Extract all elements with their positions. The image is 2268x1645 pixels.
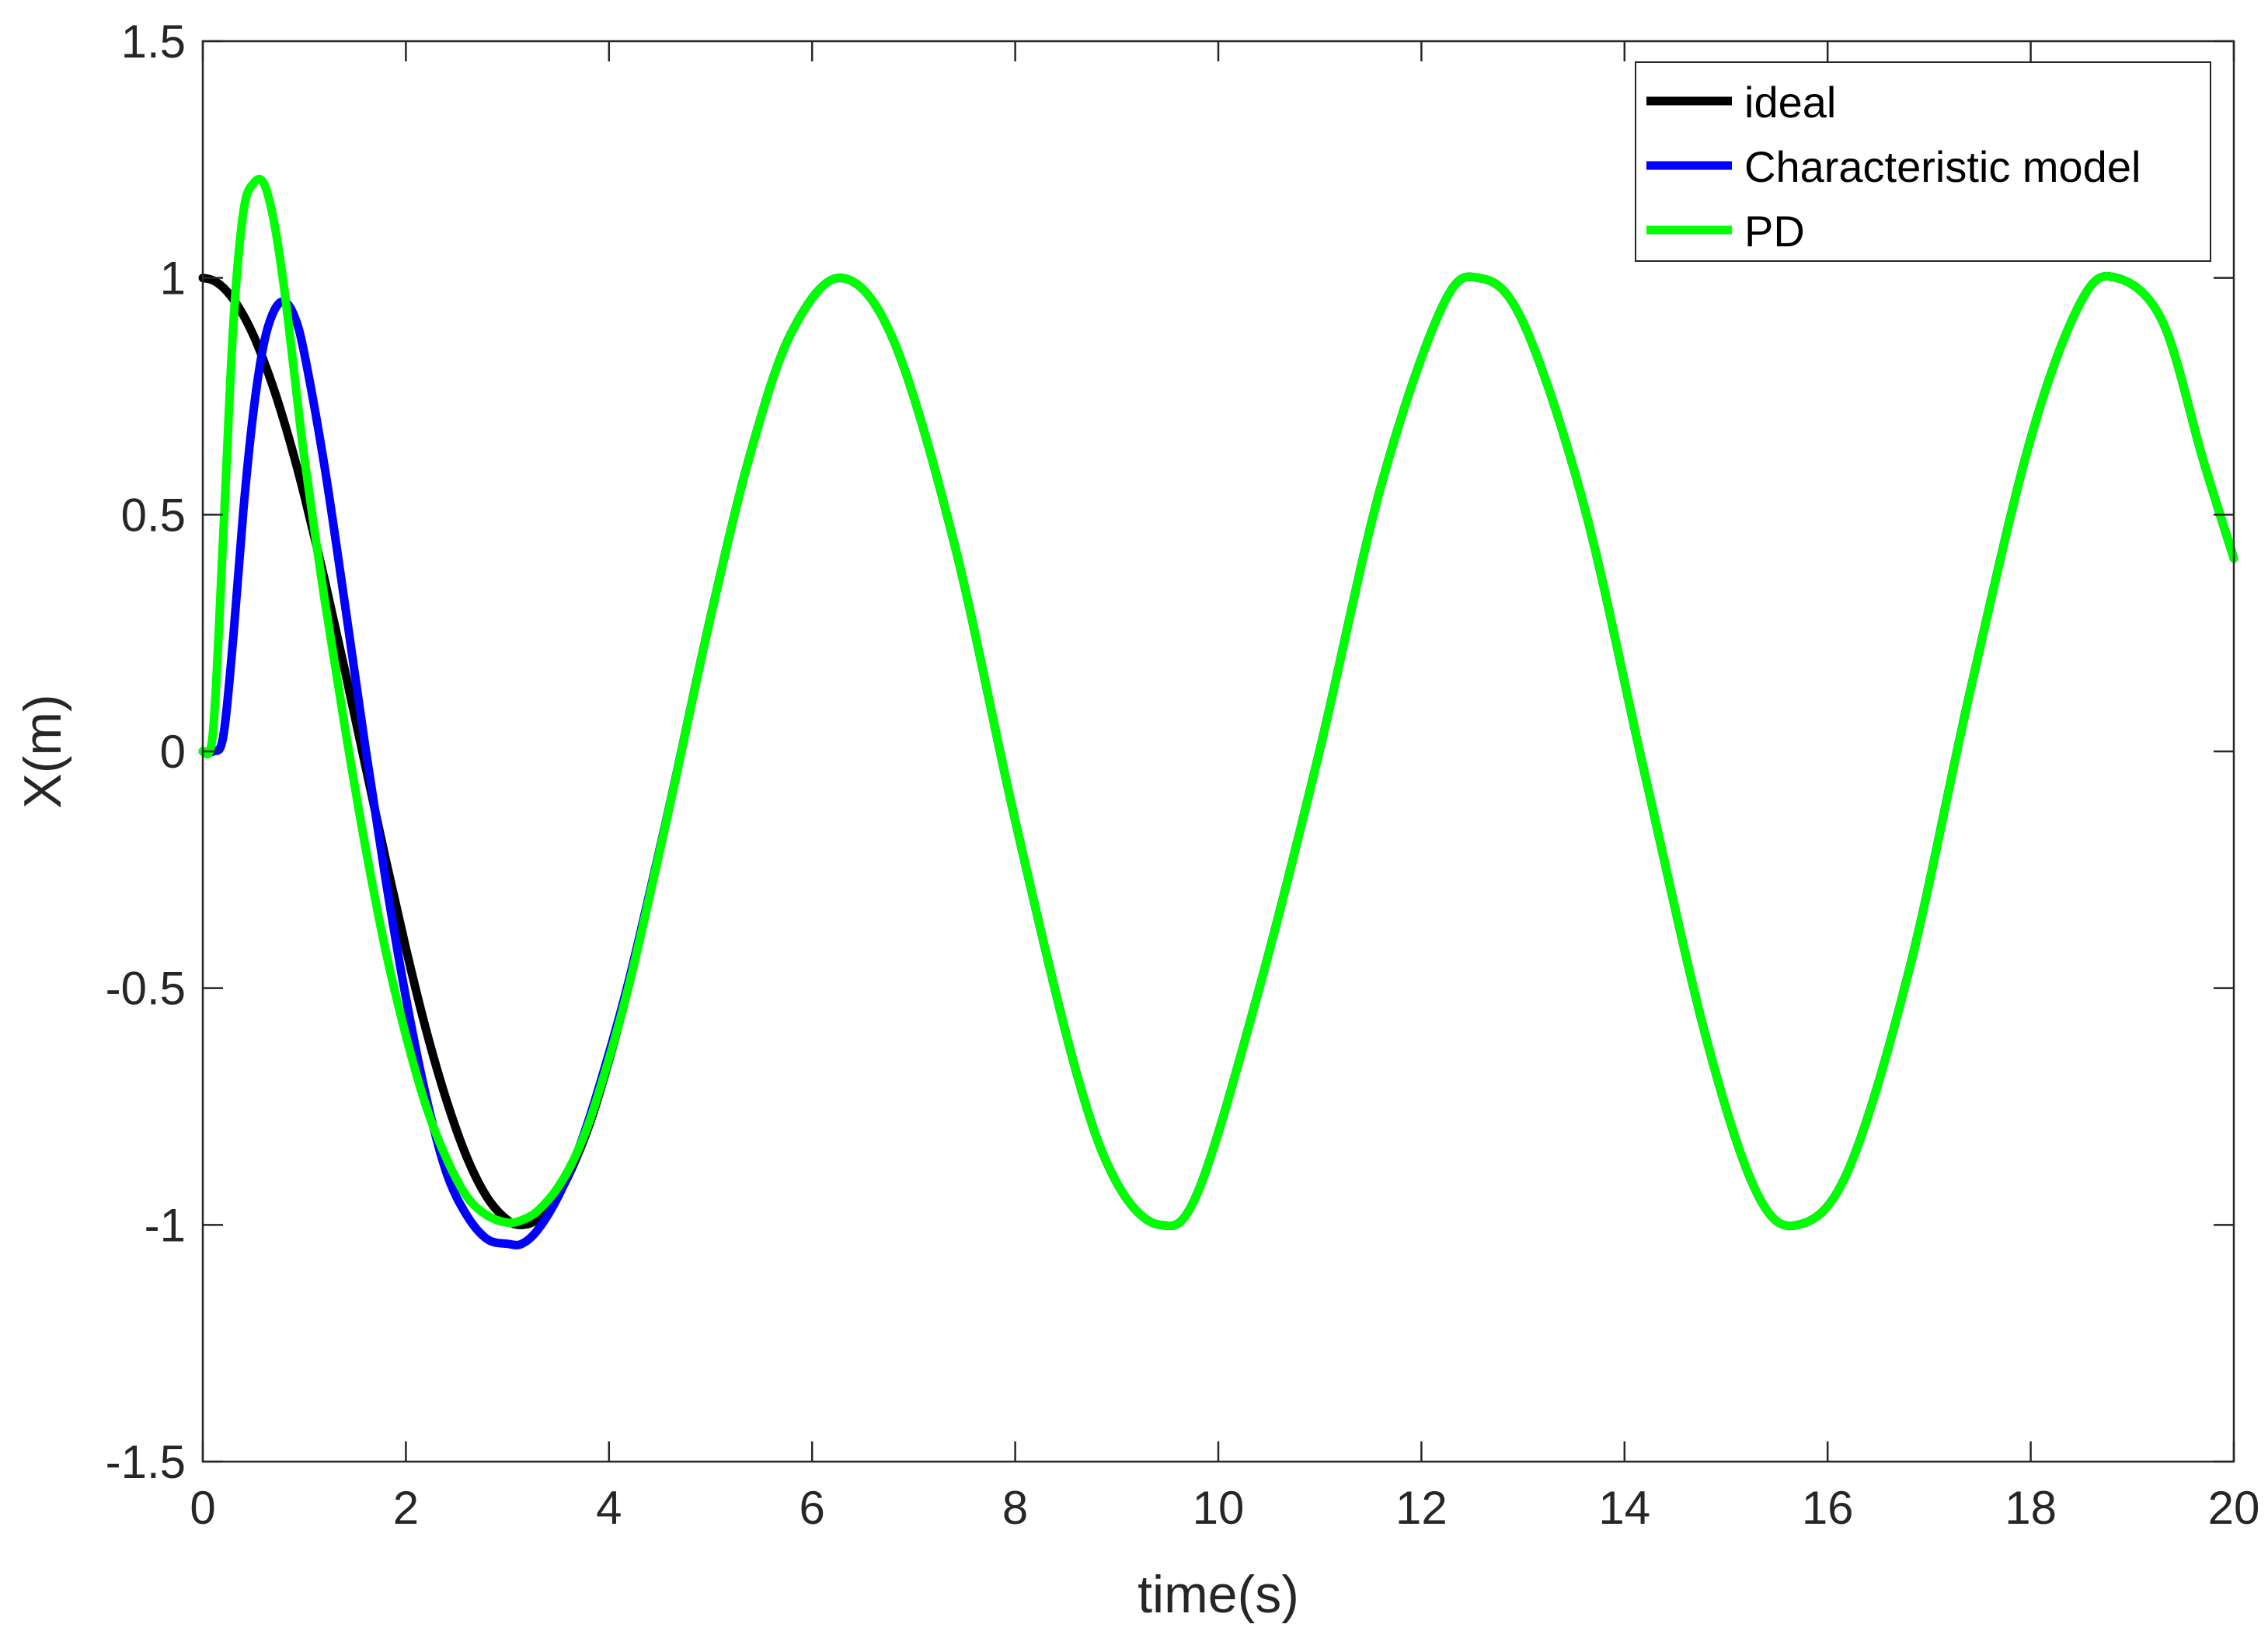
y-tick-label: 0 bbox=[160, 726, 186, 778]
x-tick-label: 12 bbox=[1395, 1482, 1448, 1534]
legend-label-ideal: ideal bbox=[1744, 78, 1836, 127]
x-tick-label: 4 bbox=[596, 1482, 622, 1534]
legend-label-characteristic-model: Characteristic model bbox=[1744, 142, 2141, 191]
y-tick-label: -1.5 bbox=[106, 1436, 186, 1488]
x-tick-label: 8 bbox=[1002, 1482, 1028, 1534]
x-tick-label: 20 bbox=[2208, 1482, 2260, 1534]
x-tick-label: 18 bbox=[2005, 1482, 2057, 1534]
y-tick-label: 0.5 bbox=[121, 489, 186, 541]
x-tick-label: 2 bbox=[393, 1482, 419, 1534]
ticks-layer: 0 2 4 6 8 10 12 14 16 18 20 -1.5 -1 -0.5 0 0.5 1 1.5 bbox=[106, 16, 2260, 1534]
series-layer bbox=[198, 174, 2238, 1249]
y-tick-label: 1 bbox=[160, 253, 186, 305]
y-tick-label: -0.5 bbox=[106, 963, 186, 1015]
x-tick-label: 0 bbox=[190, 1482, 215, 1534]
legend-label-pd: PD bbox=[1744, 207, 1805, 256]
y-tick-label: 1.5 bbox=[121, 16, 186, 68]
y-axis-label: X(m) bbox=[13, 694, 72, 808]
x-tick-label: 6 bbox=[800, 1482, 825, 1534]
legend: ideal Characteristic model PD bbox=[1635, 61, 2211, 262]
y-tick-label: -1 bbox=[145, 1199, 186, 1251]
x-tick-label: 16 bbox=[1802, 1482, 1854, 1534]
x-axis-label: time(s) bbox=[1137, 1565, 1299, 1624]
x-tick-label: 14 bbox=[1598, 1482, 1650, 1534]
x-tick-label: 10 bbox=[1193, 1482, 1245, 1534]
series-line-pd bbox=[198, 174, 2238, 1231]
